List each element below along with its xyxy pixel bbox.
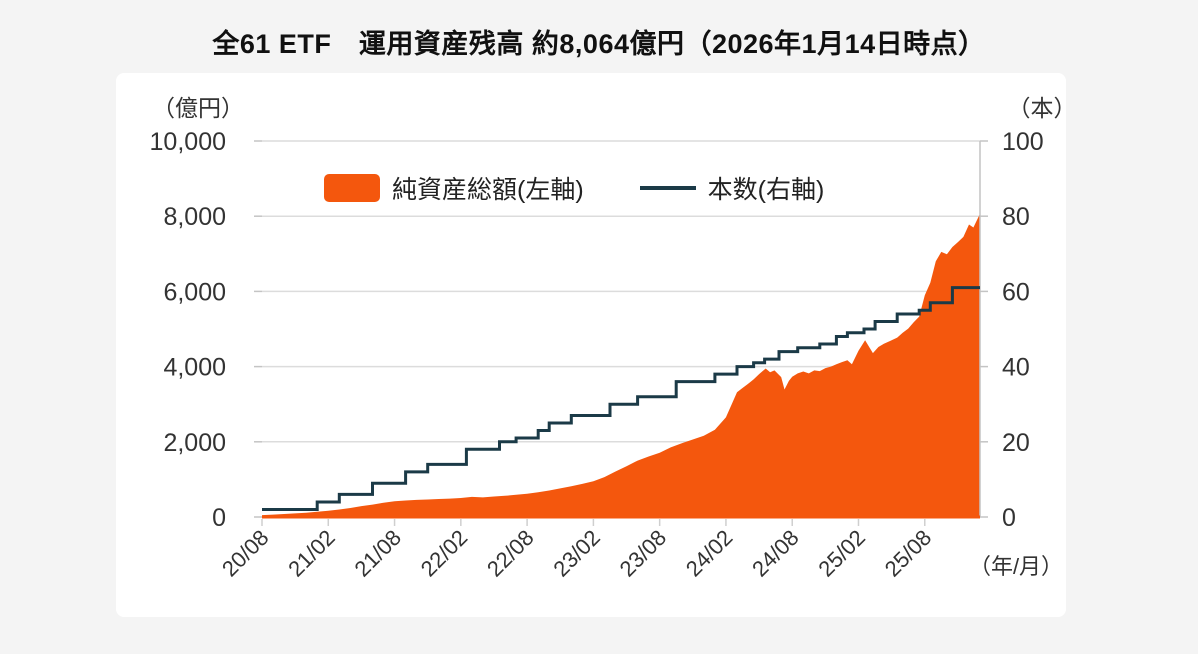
svg-text:8,000: 8,000	[163, 203, 226, 231]
svg-text:2,000: 2,000	[163, 429, 226, 457]
svg-text:21/02: 21/02	[283, 525, 340, 582]
svg-text:0: 0	[1002, 504, 1016, 532]
chart-panel: 10,000 8,000 6,000 4,000 2,000 0 100 80 60 40 20 0 2…	[116, 73, 1077, 617]
left-axis-unit-label: （億円）	[152, 95, 244, 121]
line-series-swatch	[639, 186, 696, 190]
area-series-swatch	[324, 174, 380, 202]
svg-text:4,000: 4,000	[163, 354, 226, 382]
svg-text:24/02: 24/02	[681, 525, 738, 582]
svg-text:24/08: 24/08	[747, 525, 804, 582]
chart-legend: 純資産総額(左軸) 本数(右軸)	[324, 171, 824, 205]
svg-text:23/02: 23/02	[548, 525, 605, 582]
right-axis-unit-label: （本）	[1007, 95, 1077, 121]
chart-title: 全61 ETF 運用資産残高 約8,064億円（2026年1月14日時点）	[212, 29, 986, 59]
svg-text:22/02: 22/02	[416, 525, 473, 582]
svg-text:20/08: 20/08	[217, 525, 274, 582]
svg-text:23/08: 23/08	[615, 525, 672, 582]
svg-text:40: 40	[1002, 354, 1030, 382]
svg-text:60: 60	[1002, 278, 1030, 306]
svg-text:80: 80	[1002, 203, 1030, 231]
svg-text:20: 20	[1002, 429, 1030, 457]
x-axis-unit-label: （年/月）	[968, 554, 1064, 579]
svg-text:21/08: 21/08	[349, 525, 406, 582]
svg-text:0: 0	[212, 504, 226, 532]
svg-text:6,000: 6,000	[163, 278, 226, 306]
combo-chart: 10,0008,0006,0004,0002,00001008060402002…	[150, 128, 1044, 582]
svg-text:25/08: 25/08	[880, 525, 937, 582]
area-series-label: 純資産総額(左軸)	[392, 176, 584, 204]
svg-text:22/08: 22/08	[482, 525, 539, 582]
svg-text:25/02: 25/02	[813, 525, 870, 582]
line-series-label: 本数(右軸)	[707, 176, 825, 204]
svg-text:100: 100	[1002, 128, 1044, 156]
svg-text:10,000: 10,000	[150, 128, 226, 156]
